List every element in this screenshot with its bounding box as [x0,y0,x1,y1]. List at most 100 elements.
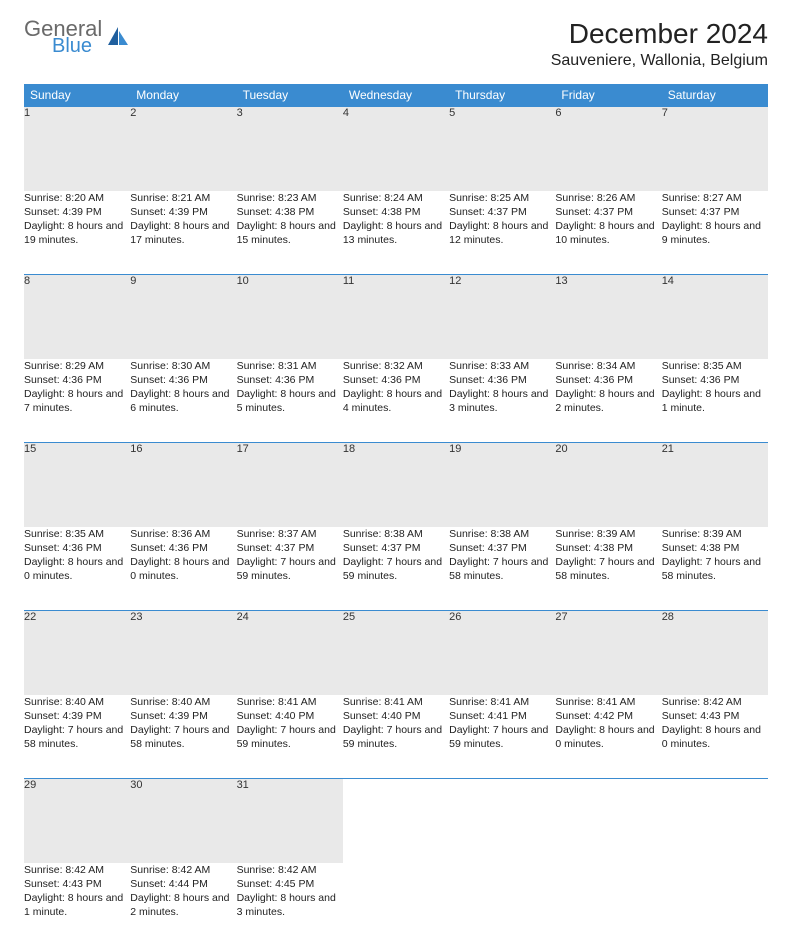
day-cell: Sunrise: 8:41 AMSunset: 4:42 PMDaylight:… [555,695,661,779]
daylight-text: Daylight: 8 hours and 0 minutes. [24,555,130,583]
day-number: 7 [662,107,768,191]
sunset-text: Sunset: 4:39 PM [24,709,130,723]
daynum-row: 22232425262728 [24,611,768,695]
daylight-text: Daylight: 7 hours and 58 minutes. [555,555,661,583]
day-cell: Sunrise: 8:42 AMSunset: 4:43 PMDaylight:… [662,695,768,779]
sunset-text: Sunset: 4:36 PM [662,373,768,387]
daylight-text: Daylight: 8 hours and 15 minutes. [237,219,343,247]
sunset-text: Sunset: 4:39 PM [24,205,130,219]
sunrise-text: Sunrise: 8:35 AM [662,359,768,373]
day-number: 5 [449,107,555,191]
sunset-text: Sunset: 4:42 PM [555,709,661,723]
sunrise-text: Sunrise: 8:32 AM [343,359,449,373]
daylight-text: Daylight: 7 hours and 58 minutes. [662,555,768,583]
week-row: Sunrise: 8:20 AMSunset: 4:39 PMDaylight:… [24,191,768,275]
header: General Blue December 2024 Sauveniere, W… [24,18,768,70]
day-cell [555,863,661,947]
logo: General Blue [24,18,130,56]
daylight-text: Daylight: 7 hours and 59 minutes. [449,723,555,751]
sunset-text: Sunset: 4:44 PM [130,877,236,891]
sunset-text: Sunset: 4:37 PM [449,541,555,555]
day-number: 31 [237,779,343,863]
sunset-text: Sunset: 4:43 PM [24,877,130,891]
sunrise-text: Sunrise: 8:40 AM [24,695,130,709]
day-number: 16 [130,443,236,527]
weekday-header-row: Sunday Monday Tuesday Wednesday Thursday… [24,84,768,107]
sunrise-text: Sunrise: 8:42 AM [130,863,236,877]
weekday-header: Monday [130,84,236,107]
daynum-row: 15161718192021 [24,443,768,527]
sunrise-text: Sunrise: 8:24 AM [343,191,449,205]
day-cell: Sunrise: 8:42 AMSunset: 4:44 PMDaylight:… [130,863,236,947]
daylight-text: Daylight: 8 hours and 19 minutes. [24,219,130,247]
daylight-text: Daylight: 8 hours and 0 minutes. [555,723,661,751]
day-cell: Sunrise: 8:39 AMSunset: 4:38 PMDaylight:… [555,527,661,611]
day-number [662,779,768,863]
day-number: 3 [237,107,343,191]
sunrise-text: Sunrise: 8:33 AM [449,359,555,373]
day-cell: Sunrise: 8:38 AMSunset: 4:37 PMDaylight:… [449,527,555,611]
sunset-text: Sunset: 4:45 PM [237,877,343,891]
sunset-text: Sunset: 4:37 PM [343,541,449,555]
weekday-header: Tuesday [237,84,343,107]
sunset-text: Sunset: 4:38 PM [662,541,768,555]
sunrise-text: Sunrise: 8:39 AM [662,527,768,541]
sunrise-text: Sunrise: 8:30 AM [130,359,236,373]
day-cell: Sunrise: 8:35 AMSunset: 4:36 PMDaylight:… [662,359,768,443]
day-number: 28 [662,611,768,695]
daylight-text: Daylight: 8 hours and 0 minutes. [130,555,236,583]
sunrise-text: Sunrise: 8:36 AM [130,527,236,541]
day-cell: Sunrise: 8:25 AMSunset: 4:37 PMDaylight:… [449,191,555,275]
daylight-text: Daylight: 8 hours and 6 minutes. [130,387,236,415]
day-cell: Sunrise: 8:29 AMSunset: 4:36 PMDaylight:… [24,359,130,443]
weekday-header: Saturday [662,84,768,107]
daylight-text: Daylight: 8 hours and 12 minutes. [449,219,555,247]
calendar-table: Sunday Monday Tuesday Wednesday Thursday… [24,84,768,947]
week-row: Sunrise: 8:42 AMSunset: 4:43 PMDaylight:… [24,863,768,947]
weekday-header: Thursday [449,84,555,107]
sunrise-text: Sunrise: 8:27 AM [662,191,768,205]
sunrise-text: Sunrise: 8:42 AM [237,863,343,877]
day-cell: Sunrise: 8:24 AMSunset: 4:38 PMDaylight:… [343,191,449,275]
day-cell: Sunrise: 8:35 AMSunset: 4:36 PMDaylight:… [24,527,130,611]
daynum-row: 293031 [24,779,768,863]
sunset-text: Sunset: 4:37 PM [555,205,661,219]
sunset-text: Sunset: 4:39 PM [130,709,236,723]
daylight-text: Daylight: 7 hours and 59 minutes. [237,555,343,583]
day-cell: Sunrise: 8:42 AMSunset: 4:45 PMDaylight:… [237,863,343,947]
week-row: Sunrise: 8:29 AMSunset: 4:36 PMDaylight:… [24,359,768,443]
daynum-row: 891011121314 [24,275,768,359]
daylight-text: Daylight: 7 hours and 58 minutes. [130,723,236,751]
sunrise-text: Sunrise: 8:34 AM [555,359,661,373]
month-title: December 2024 [551,18,768,50]
day-number: 18 [343,443,449,527]
daylight-text: Daylight: 8 hours and 10 minutes. [555,219,661,247]
day-number: 26 [449,611,555,695]
sunset-text: Sunset: 4:36 PM [130,541,236,555]
day-cell: Sunrise: 8:34 AMSunset: 4:36 PMDaylight:… [555,359,661,443]
day-number [343,779,449,863]
sunrise-text: Sunrise: 8:42 AM [662,695,768,709]
day-cell: Sunrise: 8:32 AMSunset: 4:36 PMDaylight:… [343,359,449,443]
daylight-text: Daylight: 8 hours and 2 minutes. [130,891,236,919]
day-number: 4 [343,107,449,191]
sunset-text: Sunset: 4:36 PM [24,373,130,387]
sunrise-text: Sunrise: 8:38 AM [449,527,555,541]
sunset-text: Sunset: 4:38 PM [237,205,343,219]
day-number: 30 [130,779,236,863]
weekday-header: Wednesday [343,84,449,107]
logo-text: General Blue [24,18,102,56]
day-number: 17 [237,443,343,527]
sunset-text: Sunset: 4:36 PM [130,373,236,387]
day-cell: Sunrise: 8:20 AMSunset: 4:39 PMDaylight:… [24,191,130,275]
day-number: 14 [662,275,768,359]
sunrise-text: Sunrise: 8:29 AM [24,359,130,373]
sunset-text: Sunset: 4:36 PM [24,541,130,555]
daylight-text: Daylight: 8 hours and 2 minutes. [555,387,661,415]
sunrise-text: Sunrise: 8:41 AM [343,695,449,709]
day-cell: Sunrise: 8:41 AMSunset: 4:41 PMDaylight:… [449,695,555,779]
day-number: 25 [343,611,449,695]
day-cell: Sunrise: 8:38 AMSunset: 4:37 PMDaylight:… [343,527,449,611]
day-number: 9 [130,275,236,359]
day-number: 20 [555,443,661,527]
